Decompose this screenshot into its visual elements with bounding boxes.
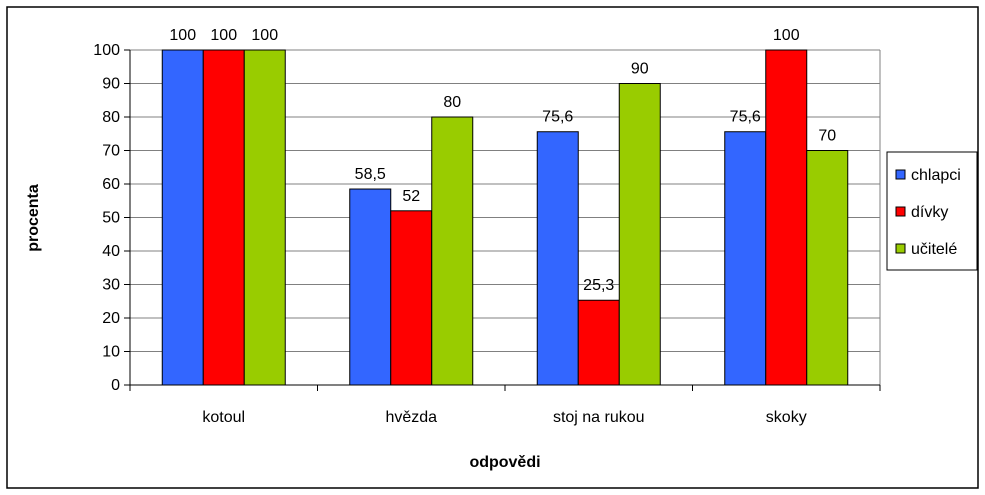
y-tick-label: 0 xyxy=(111,377,120,394)
x-tick-label: stoj na rukou xyxy=(553,409,645,426)
data-label: 80 xyxy=(443,94,461,111)
legend-label: chlapci xyxy=(911,167,961,184)
x-tick-label: skoky xyxy=(766,409,807,426)
data-labels: 100 100 100 58,5 52 80 75,6 25,3 90 75,6 100 70 xyxy=(169,27,836,294)
legend-swatch xyxy=(895,243,906,254)
legend-swatch xyxy=(895,206,906,217)
x-tick-label: kotoul xyxy=(202,409,245,426)
legend-label: dívky xyxy=(911,204,948,221)
y-tick-label: 40 xyxy=(102,243,120,260)
data-label: 25,3 xyxy=(583,277,614,294)
bar xyxy=(202,49,245,386)
x-axis-title: odpovědi xyxy=(469,454,540,471)
bar xyxy=(243,49,286,386)
bar xyxy=(618,83,661,386)
data-label: 70 xyxy=(818,128,836,145)
bars xyxy=(161,49,849,386)
bar xyxy=(349,188,392,386)
legend-swatch xyxy=(895,169,906,180)
bar xyxy=(536,131,579,386)
bar xyxy=(390,210,433,386)
y-tick-label: 50 xyxy=(102,210,120,227)
bar xyxy=(161,49,204,386)
data-label: 75,6 xyxy=(542,109,573,126)
y-tick-label: 30 xyxy=(102,277,120,294)
y-tick-label: 60 xyxy=(102,176,120,193)
data-label: 90 xyxy=(631,61,649,78)
data-label: 75,6 xyxy=(730,109,761,126)
bar xyxy=(765,49,808,386)
y-axis-title: procenta xyxy=(25,184,42,252)
legend: chlapci dívky učitelé xyxy=(886,151,978,271)
y-tick-label: 20 xyxy=(102,310,120,327)
y-tick-label: 10 xyxy=(102,344,120,361)
y-tick-label: 90 xyxy=(102,76,120,93)
y-tick-label: 70 xyxy=(102,143,120,160)
data-label: 100 xyxy=(251,27,278,44)
bar xyxy=(806,150,849,386)
x-tick-label: hvězda xyxy=(385,409,437,426)
data-label: 100 xyxy=(169,27,196,44)
y-tick-label: 80 xyxy=(102,109,120,126)
bar xyxy=(431,116,474,386)
y-tick-label: 100 xyxy=(93,42,120,59)
axes: 0 10 20 30 40 50 60 70 80 90 100 kotoul hvězda stoj n… xyxy=(93,42,881,426)
data-label: 52 xyxy=(402,188,420,205)
data-label: 100 xyxy=(210,27,237,44)
bar xyxy=(724,131,767,386)
data-label: 58,5 xyxy=(355,166,386,183)
bar xyxy=(577,299,620,386)
data-label: 100 xyxy=(773,27,800,44)
legend-label: učitelé xyxy=(911,241,957,258)
